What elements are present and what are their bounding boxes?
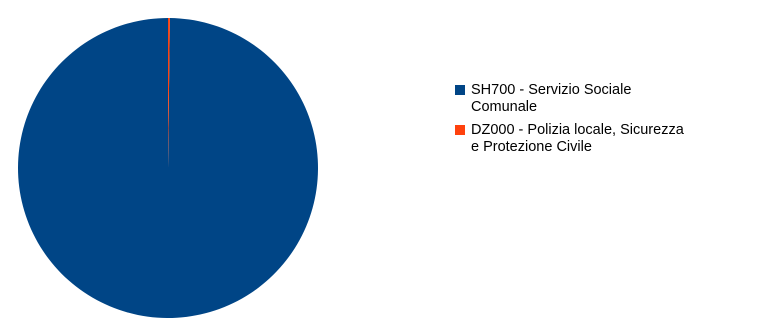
legend: SH700 - Servizio Sociale Comunale DZ000 …	[455, 82, 755, 162]
legend-swatch-dz000	[455, 125, 465, 135]
pie-slice-dz000	[168, 18, 170, 168]
legend-label-sh700-line1: SH700 - Servizio Sociale	[471, 82, 632, 98]
legend-item-sh700: SH700 - Servizio Sociale Comunale	[455, 82, 755, 116]
legend-item-dz000: DZ000 - Polizia locale, Sicurezza e Prot…	[455, 122, 755, 156]
legend-label-dz000-line1: DZ000 - Polizia locale, Sicurezza	[471, 122, 684, 138]
pie-slices	[18, 18, 319, 318]
legend-label-sh700-line2: Comunale	[471, 99, 538, 115]
pie-slice-sh700	[18, 18, 319, 318]
legend-swatch-sh700	[455, 85, 465, 95]
legend-label-dz000-line2: e Protezione Civile	[471, 139, 592, 155]
